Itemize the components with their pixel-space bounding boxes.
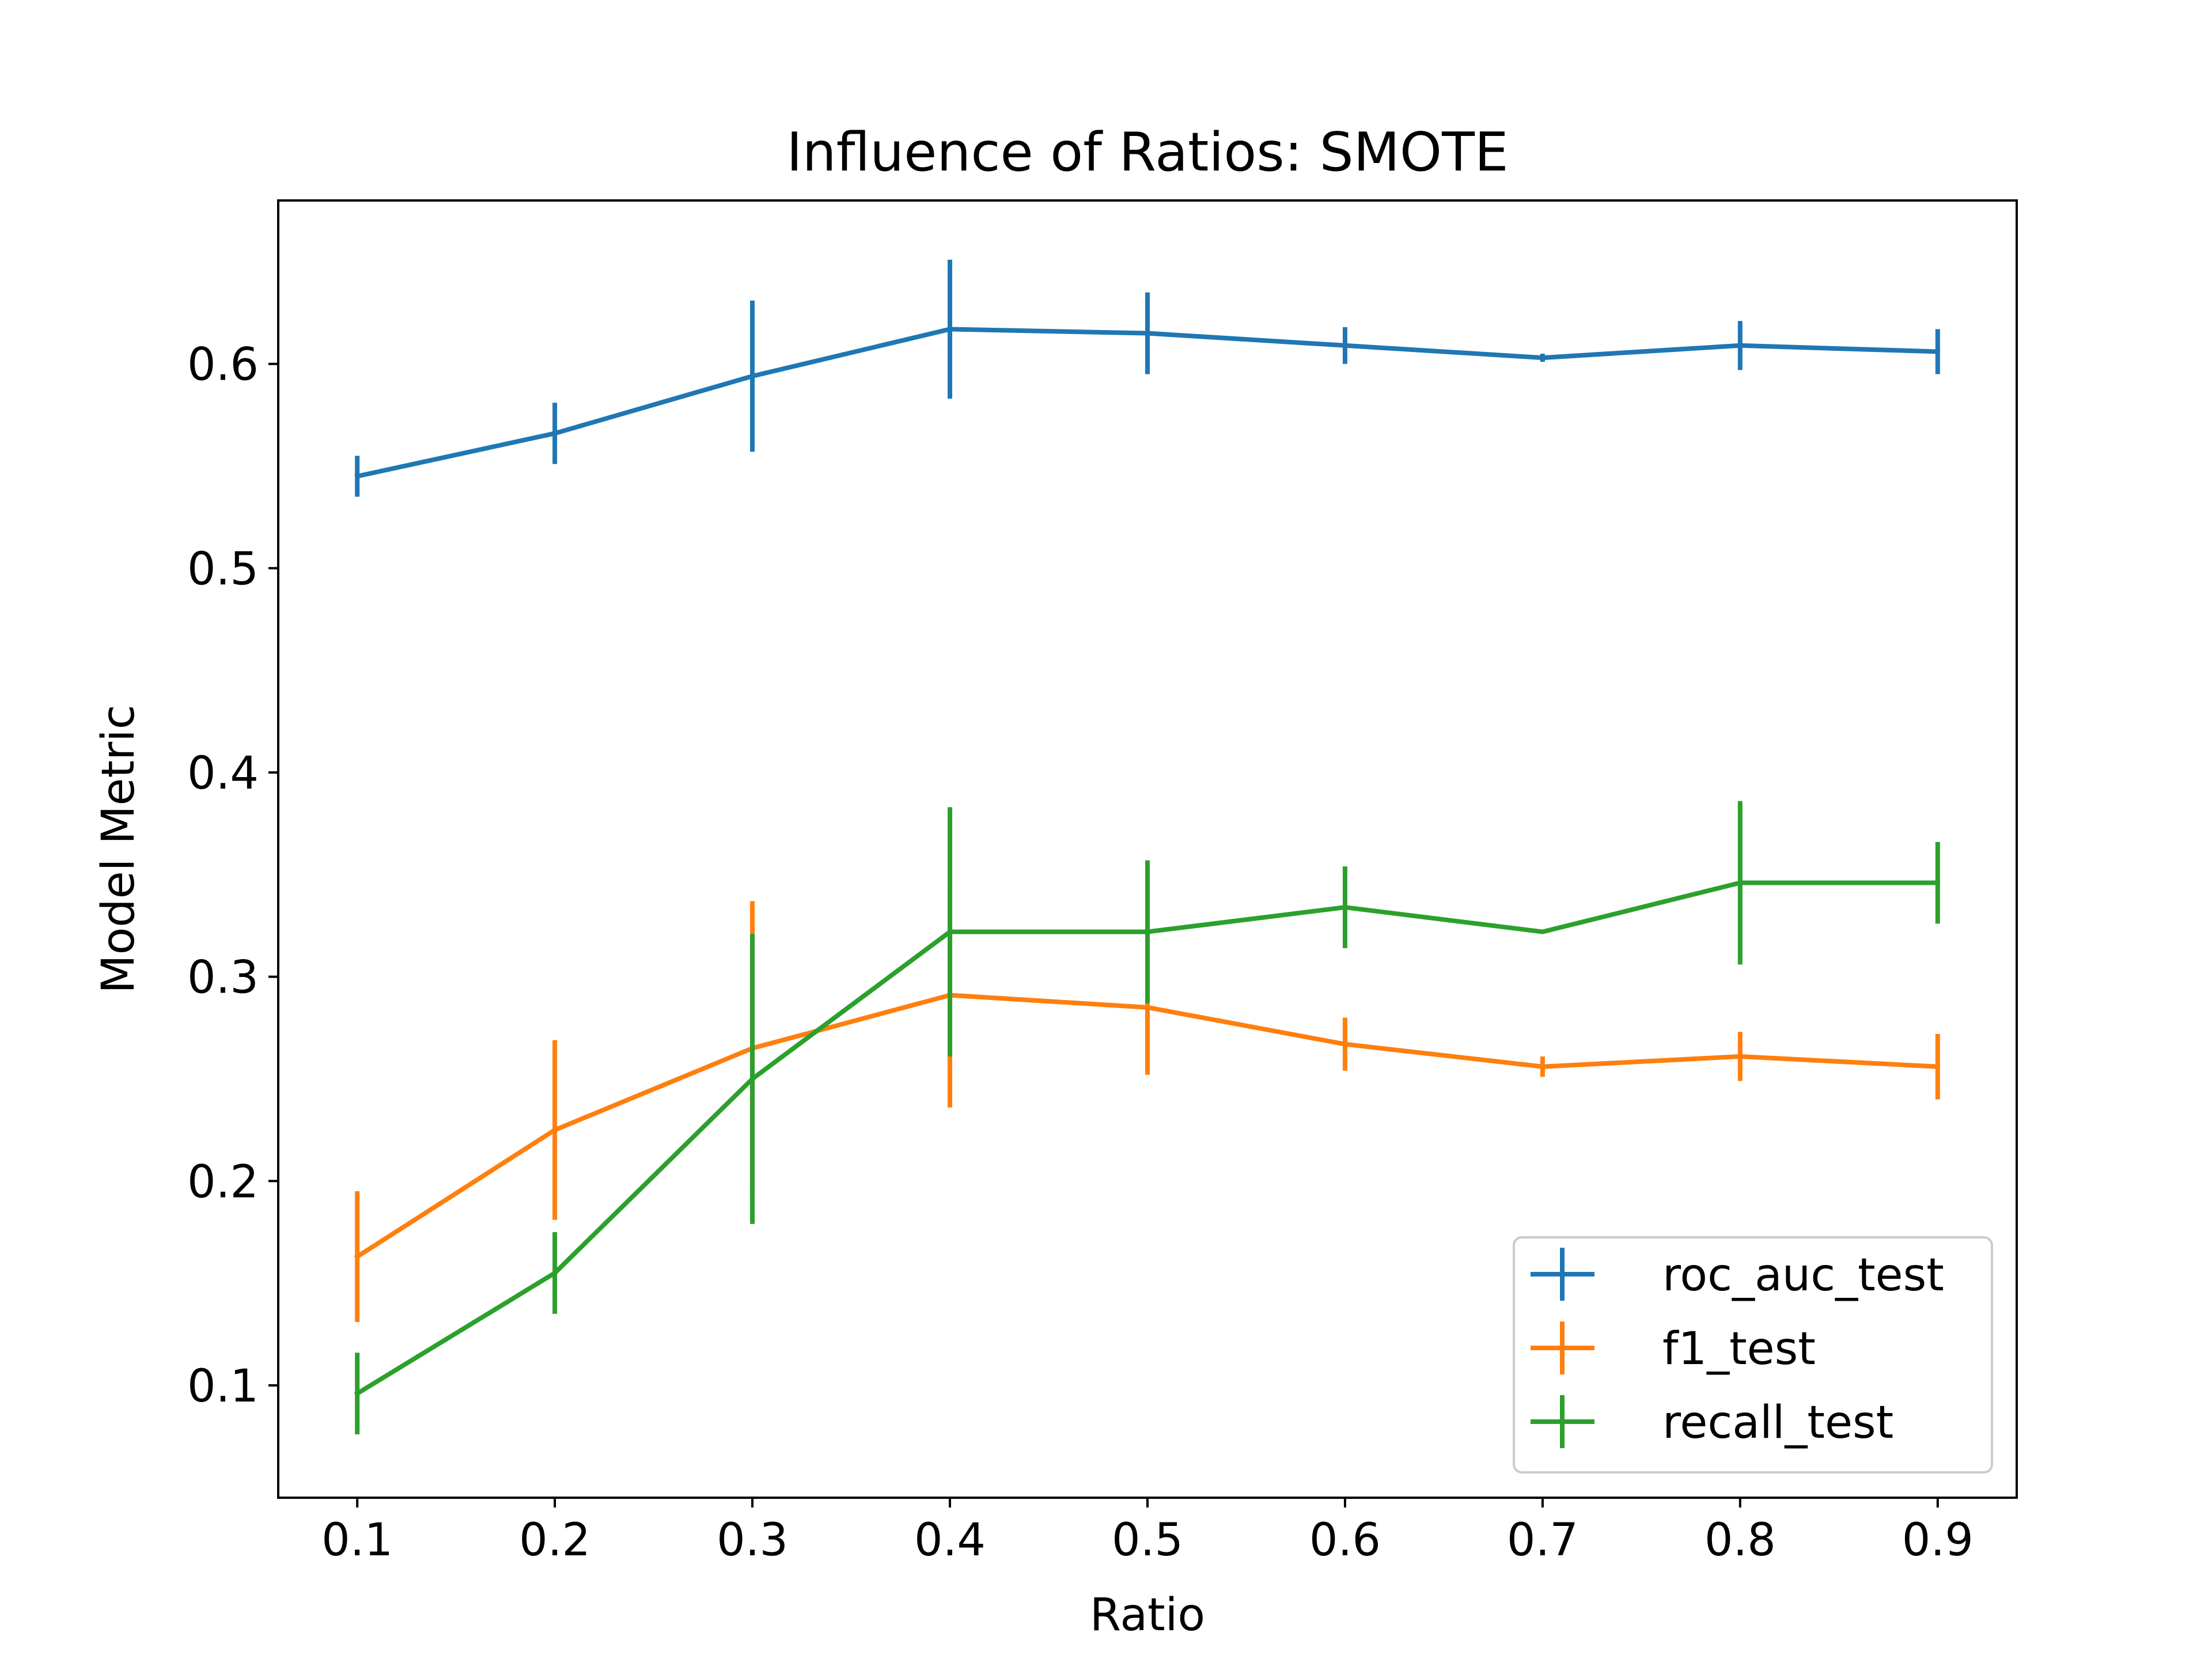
x-tick-label: 0.9 <box>1902 1514 1974 1566</box>
x-tick-label: 0.2 <box>519 1514 590 1566</box>
x-axis: 0.1 0.2 0.3 0.4 0.5 0.6 0.7 0.8 0.9 <box>321 1498 1974 1566</box>
y-tick-label: 0.3 <box>187 952 259 1004</box>
y-tick-label: 0.5 <box>187 543 259 595</box>
legend-entry: roc_auc_test <box>1531 1248 1944 1301</box>
legend-entry: f1_test <box>1531 1321 1816 1375</box>
x-tick-label: 0.3 <box>717 1514 788 1566</box>
y-tick-label: 0.4 <box>187 748 259 800</box>
series-line <box>354 880 1940 1397</box>
series-line <box>354 993 1941 1260</box>
y-axis: 0.1 0.2 0.3 0.4 0.5 0.6 <box>187 339 278 1412</box>
plot-area <box>354 259 1941 1435</box>
legend-box <box>1513 1236 1993 1474</box>
series-line <box>354 327 1940 479</box>
y-tick-label: 0.6 <box>187 339 259 391</box>
x-tick-label: 0.5 <box>1112 1514 1183 1566</box>
legend: roc_auc_test f1_test recall_test <box>1513 1236 1993 1474</box>
y-axis-label: Model Metric <box>93 704 145 993</box>
x-tick-label: 0.4 <box>914 1514 986 1566</box>
x-tick-label: 0.8 <box>1705 1514 1776 1566</box>
legend-label: recall_test <box>1662 1397 1893 1449</box>
y-tick-label: 0.1 <box>187 1361 259 1412</box>
x-tick-label: 0.6 <box>1309 1514 1381 1566</box>
x-axis-label: Ratio <box>1090 1589 1205 1641</box>
x-tick-label: 0.1 <box>321 1514 393 1566</box>
y-tick-label: 0.2 <box>187 1156 259 1208</box>
legend-label: f1_test <box>1662 1323 1816 1375</box>
chart-title: Influence of Ratios: SMOTE <box>786 121 1508 183</box>
legend-label: roc_auc_test <box>1662 1249 1944 1301</box>
x-tick-label: 0.7 <box>1507 1514 1578 1566</box>
series-roc-auc-test <box>354 259 1940 497</box>
series-recall-test <box>354 801 1940 1435</box>
legend-entry: recall_test <box>1531 1395 1893 1449</box>
